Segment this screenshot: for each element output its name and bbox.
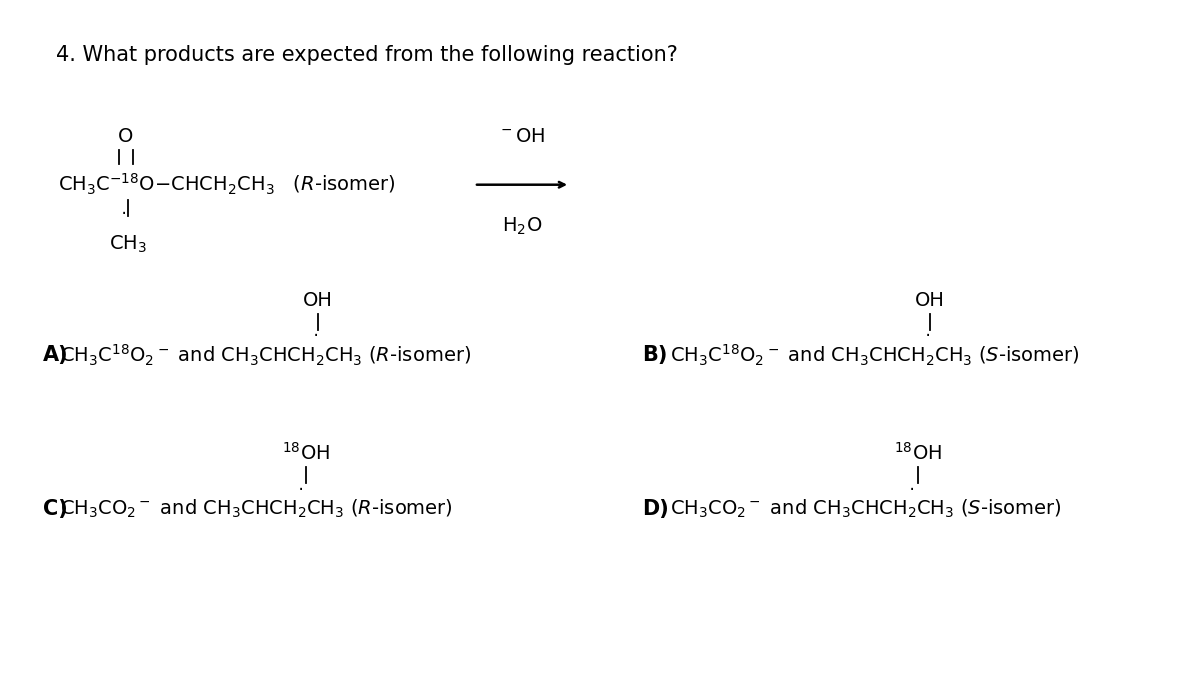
Text: O: O <box>119 128 133 146</box>
Text: CH$_3$C$^{18}$O$_2$$^-$ and CH$_3$CHCH$_2$CH$_3$ ($R$-isomer): CH$_3$C$^{18}$O$_2$$^-$ and CH$_3$CHCH$_… <box>60 343 472 368</box>
Text: C): C) <box>43 499 68 519</box>
Text: A): A) <box>43 346 68 365</box>
Text: CH$_3$C$^{-18}$O$-$CHCH$_2$CH$_3$   ($R$-isomer): CH$_3$C$^{-18}$O$-$CHCH$_2$CH$_3$ ($R$-i… <box>58 172 395 197</box>
Text: B): B) <box>642 346 667 365</box>
Text: OH: OH <box>304 291 332 310</box>
Text: D): D) <box>642 499 668 519</box>
Text: $^{18}$OH: $^{18}$OH <box>282 442 330 464</box>
Text: 4. What products are expected from the following reaction?: 4. What products are expected from the f… <box>56 45 678 66</box>
Text: $^{18}$OH: $^{18}$OH <box>894 442 942 464</box>
Text: CH$_3$C$^{18}$O$_2$$^-$ and CH$_3$CHCH$_2$CH$_3$ ($S$-isomer): CH$_3$C$^{18}$O$_2$$^-$ and CH$_3$CHCH$_… <box>670 343 1080 368</box>
Text: OH: OH <box>916 291 944 310</box>
Text: CH$_3$: CH$_3$ <box>109 233 148 255</box>
Text: CH$_3$CO$_2$$^-$ and CH$_3$CHCH$_2$CH$_3$ ($S$-isomer): CH$_3$CO$_2$$^-$ and CH$_3$CHCH$_2$CH$_3… <box>670 498 1061 520</box>
Text: H$_2$O: H$_2$O <box>502 216 542 238</box>
Text: $^-$OH: $^-$OH <box>498 128 546 146</box>
Text: CH$_3$CO$_2$$^-$ and CH$_3$CHCH$_2$CH$_3$ ($R$-isomer): CH$_3$CO$_2$$^-$ and CH$_3$CHCH$_2$CH$_3… <box>60 498 452 520</box>
